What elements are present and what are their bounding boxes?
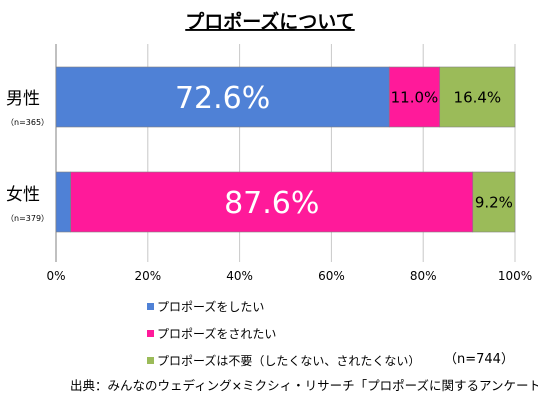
legend: プロポーズをしたい プロポーズをされたい プロポーズは不要（したくない、されたく… xyxy=(147,299,420,368)
category-labels: 男性 （n=365） 女性 （n=379） xyxy=(6,89,49,223)
data-label-0-1: 11.0% xyxy=(391,88,439,106)
bar-seg-1-1 xyxy=(70,171,474,233)
data-label-0-2: 16.4% xyxy=(454,88,502,106)
category-label-female: 女性 xyxy=(6,185,40,205)
x-tick-label-1: 20% xyxy=(134,269,161,283)
x-tick-label-2: 40% xyxy=(226,269,253,283)
x-tick-label-0: 0% xyxy=(46,269,65,283)
total-n: （n=744） xyxy=(444,352,514,367)
data-label-0-0: 72.6% xyxy=(175,81,270,116)
legend-swatch-not-needed xyxy=(147,357,154,364)
category-n-female: （n=379） xyxy=(6,214,49,223)
legend-swatch-want-to-be-proposed xyxy=(147,330,154,337)
x-axis: 0% 20% 40% 60% 80% 100% xyxy=(46,269,532,283)
bar-seg-0-2 xyxy=(439,66,516,128)
category-n-male: （n=365） xyxy=(6,118,49,127)
chart-title: プロポーズについて xyxy=(185,10,354,33)
bar-seg-1-2 xyxy=(472,171,516,233)
bar-seg-0-0 xyxy=(55,66,390,128)
bar-seg-1-0 xyxy=(55,171,71,233)
x-tick-label-4: 80% xyxy=(410,269,437,283)
x-tick-label-3: 60% xyxy=(318,269,345,283)
legend-label-not-needed: プロポーズは不要（したくない、されたくない） xyxy=(157,353,420,368)
source-note: 出典：みんなのウェディング×ミクシィ・リサーチ「プロポーズに関するアンケート」 xyxy=(70,378,538,393)
data-label-1-1: 87.6% xyxy=(224,186,319,221)
legend-label-want-to-be-proposed: プロポーズをされたい xyxy=(157,326,276,341)
legend-swatch-want-to-propose xyxy=(147,303,154,310)
data-label-1-2: 9.2% xyxy=(475,193,513,211)
category-label-male: 男性 xyxy=(6,89,40,109)
legend-label-want-to-propose: プロポーズをしたい xyxy=(157,299,264,314)
x-tick-label-5: 100% xyxy=(498,269,532,283)
bars: 72.6%11.0%16.4%3.2%87.6%9.2% xyxy=(55,66,516,233)
